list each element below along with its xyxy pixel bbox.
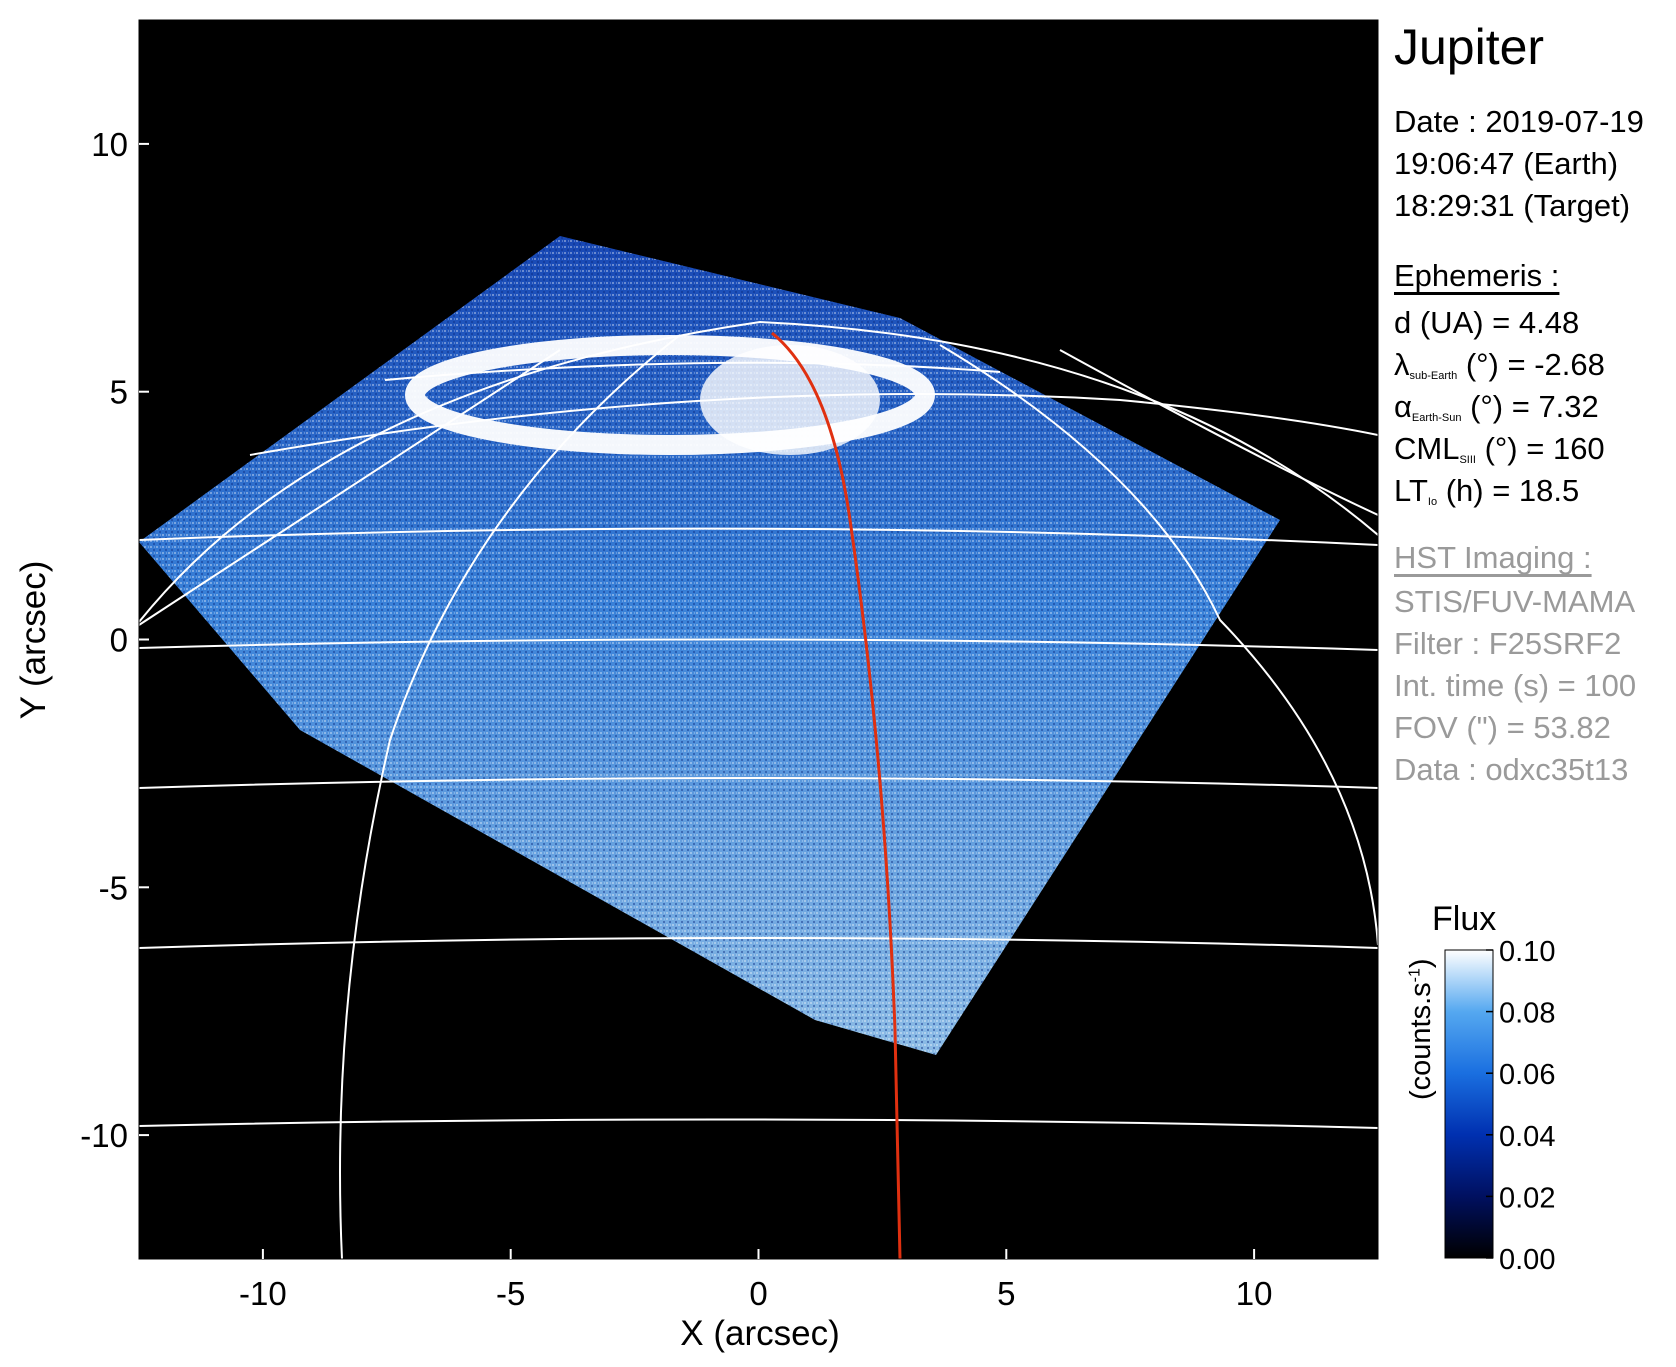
distance-line: d (UA) = 4.48 — [1394, 305, 1580, 340]
latitude-line — [139, 1118, 1378, 1129]
lambda-symbol: λ — [1394, 347, 1410, 382]
fov-line: FOV (") = 53.82 — [1394, 710, 1611, 745]
y-axis: 10 5 0 -5 -10 — [80, 126, 149, 1154]
colorbar-unit-close: ) — [1405, 958, 1437, 969]
cml-subscript: SIII — [1459, 454, 1476, 466]
colorbar-unit-exponent: -1 — [1406, 968, 1424, 983]
target-time: 18:29:31 (Target) — [1394, 188, 1631, 223]
sub-earth-latitude-line: λsub-Earth (°) = -2.68 — [1394, 347, 1605, 383]
colorbar-tick-label: 0.02 — [1499, 1182, 1555, 1214]
x-tick-label: 10 — [1236, 1275, 1273, 1312]
y-tick-label: -5 — [99, 869, 128, 906]
filter-line: Filter : F25SRF2 — [1394, 626, 1622, 661]
y-tick-label: 5 — [110, 374, 128, 411]
latitude-line — [139, 937, 1378, 949]
y-tick-label: 0 — [110, 622, 128, 659]
emission-noise — [139, 236, 1280, 1055]
x-tick-label: -10 — [239, 1275, 287, 1312]
planet-limb — [139, 320, 1378, 623]
colorbar-tick-label: 0.10 — [1499, 936, 1555, 968]
latitude-line — [249, 393, 1378, 456]
alpha-value: (°) = 7.32 — [1461, 389, 1599, 424]
coordinate-grid — [139, 320, 1378, 1259]
ephemeris-header: Ephemeris : — [1394, 258, 1560, 293]
x-tick-label: 5 — [997, 1275, 1015, 1312]
lt-value: (h) = 18.5 — [1437, 473, 1580, 508]
longitude-line — [139, 349, 561, 626]
colorbar-tick-label: 0.06 — [1499, 1059, 1555, 1091]
y-tick-label: -10 — [80, 1117, 128, 1154]
x-tick-label: 0 — [749, 1275, 767, 1312]
auroral-core — [700, 345, 880, 455]
longitude-line — [1059, 349, 1378, 516]
latitude-line — [384, 361, 1001, 381]
lambda-subscript: sub-Earth — [1409, 370, 1458, 382]
footprint-curve — [771, 331, 902, 1259]
instrument-line: STIS/FUV-MAMA — [1394, 584, 1636, 619]
phase-angle-line: αEarth-Sun (°) = 7.32 — [1394, 389, 1599, 425]
data-id-line: Data : odxc35t13 — [1394, 752, 1629, 787]
y-tick-label: 10 — [91, 126, 128, 163]
earth-time: 19:06:47 (Earth) — [1394, 146, 1619, 181]
int-time-line: Int. time (s) = 100 — [1394, 668, 1637, 703]
alpha-symbol: α — [1394, 389, 1412, 424]
colorbar-title: Flux — [1432, 900, 1497, 938]
latitude-line — [139, 527, 1378, 546]
lt-subscript: Io — [1427, 496, 1438, 508]
cml-value: (°) = 160 — [1475, 431, 1605, 466]
cml-line: CMLSIII (°) = 160 — [1394, 431, 1605, 467]
lt-symbol: LT — [1394, 473, 1428, 508]
latitude-line — [139, 777, 1378, 789]
colorbar — [1444, 949, 1494, 1259]
planet-title: Jupiter — [1394, 19, 1545, 75]
local-time-line: LTIo (h) = 18.5 — [1394, 473, 1579, 509]
date-line: Date : 2019-07-19 — [1394, 104, 1644, 139]
colorbar-ticks: 0.10 0.08 0.06 0.04 0.02 0.00 — [1486, 936, 1555, 1276]
cml-symbol: CML — [1394, 431, 1460, 466]
x-axis: -10 -5 0 5 10 — [239, 1249, 1272, 1312]
colorbar-unit: (counts.s-1) — [1405, 958, 1438, 1100]
longitude-line — [339, 334, 681, 1259]
colorbar-tick-label: 0.00 — [1499, 1244, 1555, 1276]
colorbar-unit-text: (counts.s — [1405, 982, 1437, 1100]
lambda-value: (°) = -2.68 — [1457, 347, 1605, 382]
alpha-subscript: Earth-Sun — [1411, 412, 1462, 424]
x-tick-label: -5 — [496, 1275, 525, 1312]
colorbar-tick-label: 0.04 — [1499, 1121, 1555, 1153]
latitude-line — [139, 638, 1378, 651]
longitude-line — [939, 344, 1378, 946]
hst-header: HST Imaging : — [1394, 540, 1592, 575]
x-axis-label: X (arcsec) — [680, 1314, 839, 1353]
colorbar-tick-label: 0.08 — [1499, 998, 1555, 1030]
y-axis-label: Y (arcsec) — [14, 561, 53, 720]
